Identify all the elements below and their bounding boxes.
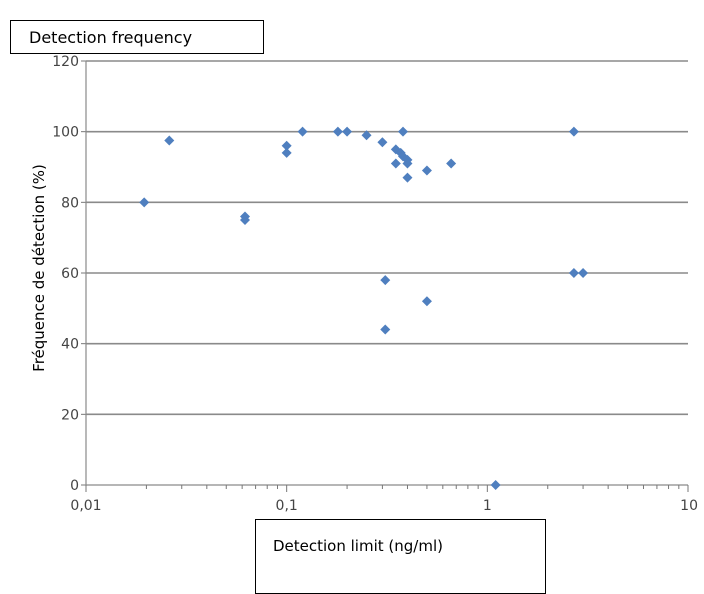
- y-tick-label: 100: [52, 125, 79, 141]
- data-point: [390, 158, 401, 169]
- data-point: [297, 126, 308, 137]
- y-axis-label: Fréquence de détection (%): [30, 164, 48, 372]
- data-point: [578, 268, 589, 278]
- data-point: [380, 324, 391, 335]
- data-point: [139, 197, 150, 208]
- data-point: [446, 158, 457, 169]
- y-tick-label: 60: [61, 266, 79, 282]
- data-point: [568, 126, 579, 137]
- data-point: [361, 130, 372, 141]
- data-point: [332, 126, 343, 137]
- data-point: [377, 137, 388, 148]
- axes: [81, 60, 689, 492]
- data-points: [139, 126, 589, 490]
- y-tick-label: 0: [70, 478, 79, 494]
- y-tick-label: 120: [52, 54, 79, 70]
- data-point: [402, 158, 413, 169]
- data-point: [421, 296, 432, 307]
- x-tick-label: 0,1: [276, 498, 298, 514]
- data-point: [398, 126, 409, 137]
- x-axis-label-box: Detection limit (ng/ml): [255, 519, 546, 594]
- grid-lines: [86, 60, 688, 416]
- data-point: [281, 147, 292, 158]
- x-tick-labels: 0,01 0,1 1 10: [70, 498, 698, 514]
- y-tick-label: 40: [61, 337, 79, 353]
- data-point: [240, 215, 251, 225]
- x-tick-label: 1: [483, 498, 492, 514]
- x-tick-label: 10: [680, 498, 698, 514]
- data-point: [568, 268, 579, 278]
- data-point: [342, 126, 353, 137]
- y-tick-label: 80: [61, 195, 79, 211]
- data-point: [421, 165, 432, 176]
- data-point: [490, 480, 501, 490]
- y-tick-label: 20: [61, 407, 79, 423]
- data-point: [281, 140, 292, 151]
- y-tick-labels: 0 20 40 60 80 100 120: [52, 54, 79, 494]
- chart-title-box: Detection frequency: [10, 20, 264, 54]
- data-point: [380, 275, 391, 286]
- x-axis-label: Detection limit (ng/ml): [273, 537, 443, 555]
- data-point: [402, 172, 413, 183]
- chart-title: Detection frequency: [29, 28, 193, 47]
- x-tick-label: 0,01: [70, 498, 101, 514]
- data-point: [164, 135, 175, 146]
